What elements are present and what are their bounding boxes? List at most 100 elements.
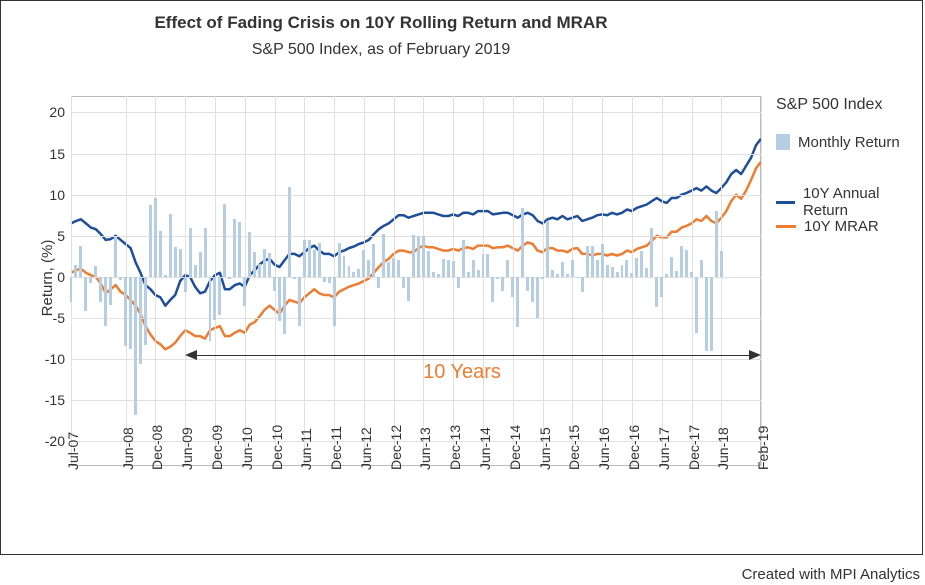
bar-monthly-return [616,272,619,277]
bar-monthly-return [109,277,112,305]
bar-monthly-return [159,231,162,277]
bar-monthly-return [164,275,167,277]
gridline-v [692,96,693,466]
y-tick-label: -10 [45,351,65,367]
annotation-arrow-line [195,355,751,356]
x-tick-label: Jun-08 [120,427,136,470]
x-tick-label: Jun-17 [656,427,672,470]
bar-monthly-return [357,269,360,276]
bar-monthly-return [705,277,708,351]
x-tick-label: Jun-16 [596,427,612,470]
y-tick-label: 20 [49,104,65,120]
bar-monthly-return [606,265,609,277]
x-tick-label: Dec-15 [566,425,582,470]
bar-monthly-return [149,205,152,277]
bar-monthly-return [511,277,514,297]
bar-monthly-return [154,198,157,277]
bar-monthly-return [313,250,316,277]
x-tick-label: Dec-08 [149,425,165,470]
gridline-v [543,96,544,466]
bar-monthly-return [655,277,658,307]
bar-monthly-return [486,254,489,277]
legend-title: S&P 500 Index [776,96,922,114]
bar-monthly-return [417,236,420,277]
bar-monthly-return [526,277,529,291]
bar-monthly-return [630,273,633,277]
bar-monthly-return [139,277,142,364]
bar-monthly-return [298,277,301,326]
bar-monthly-return [248,232,251,277]
gridline-v [453,96,454,466]
bar-monthly-return [462,240,465,277]
x-tick-label: Jun-15 [537,427,553,470]
bar-monthly-return [263,249,266,277]
bar-monthly-return [74,265,77,277]
gridline-v [572,96,573,466]
bar-monthly-return [352,272,355,277]
bar-monthly-return [184,277,187,292]
annotation-arrow-head-left [185,350,197,360]
bar-monthly-return [621,265,624,277]
legend-swatch-line [776,225,796,228]
x-tick-label: Jun-14 [477,427,493,470]
bar-monthly-return [591,246,594,276]
bar-monthly-return [576,277,579,278]
annotation-text: 10 Years [423,361,501,384]
plot-area: -20-15-10-505101520Jul-07Jun-08Dec-08Jun… [71,96,761,466]
bar-monthly-return [695,277,698,333]
legend-item-mrar: 10Y MRAR [776,216,922,236]
bar-monthly-return [437,274,440,277]
gridline-v [304,96,305,466]
credit-text: Created with MPI Analytics [742,566,920,583]
bar-monthly-return [253,252,256,277]
bar-monthly-return [119,277,122,280]
bar-monthly-return [601,244,604,277]
bar-monthly-return [501,277,504,291]
gridline-v [155,96,156,466]
gridline-v [761,96,762,466]
annotation-arrow-head-right [749,350,761,360]
bar-monthly-return [665,274,668,277]
chart-subtitle: S&P 500 Index, as of February 2019 [1,41,761,59]
gridline-h [71,400,761,401]
x-tick-label: Dec-17 [686,425,702,470]
bar-monthly-return [209,277,212,341]
bar-monthly-return [596,260,599,276]
bar-monthly-return [556,274,559,277]
bar-monthly-return [89,277,92,283]
bar-monthly-return [372,244,375,277]
bar-monthly-return [442,259,445,277]
x-tick-label: Jun-10 [239,427,255,470]
bar-monthly-return [70,277,73,302]
bar-monthly-return [720,251,723,277]
bar-monthly-return [675,271,678,277]
legend-label: 10Y MRAR [804,218,879,235]
bar-monthly-return [293,277,296,279]
chart-frame: Effect of Fading Crisis on 10Y Rolling R… [0,0,923,555]
legend-swatch-line [776,201,795,204]
bar-monthly-return [318,243,321,277]
bar-monthly-return [650,228,653,277]
bar-monthly-return [541,277,544,279]
bar-monthly-return [482,254,485,277]
legend-swatch-bar [776,134,790,150]
bar-monthly-return [228,277,231,279]
bar-monthly-return [84,277,87,312]
bar-monthly-return [338,243,341,277]
y-tick-label: -15 [45,392,65,408]
bar-monthly-return [233,219,236,277]
bar-monthly-return [238,222,241,277]
x-tick-label: Jun-18 [715,427,731,470]
bar-monthly-return [283,277,286,335]
bar-monthly-return [432,272,435,277]
bar-monthly-return [516,277,519,327]
bar-monthly-return [685,250,688,277]
x-tick-label: Jun-13 [417,427,433,470]
bar-monthly-return [670,257,673,277]
bar-monthly-return [645,268,648,277]
legend-label: Monthly Return [798,134,900,151]
x-tick-label: Dec-10 [269,425,285,470]
bar-monthly-return [377,277,380,289]
bar-monthly-return [213,277,216,320]
bar-monthly-return [79,246,82,276]
